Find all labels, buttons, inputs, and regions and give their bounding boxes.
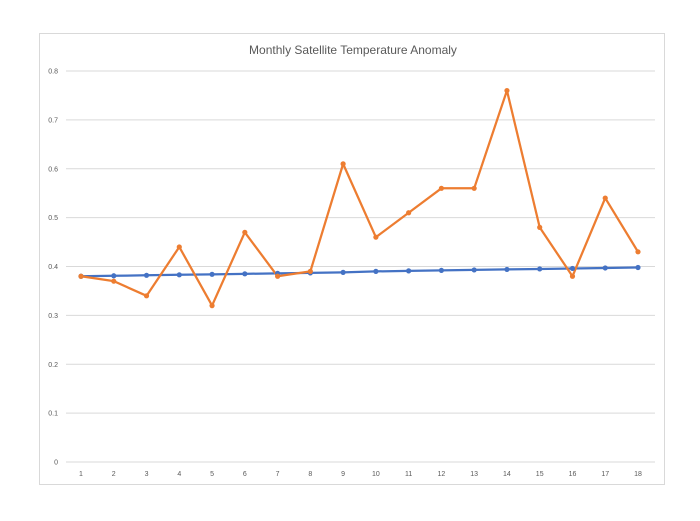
series-2-point	[569, 273, 576, 279]
x-tick-label: 3	[145, 471, 149, 478]
series-2-point	[274, 273, 281, 279]
x-tick-label: 11	[405, 471, 412, 478]
series-1-point	[569, 265, 576, 272]
x-tick-label: 8	[308, 471, 312, 478]
x-tick-label: 14	[503, 471, 511, 478]
x-tick-label: 10	[372, 471, 380, 478]
x-tick-label: 13	[470, 471, 478, 478]
plot-area: 00.10.20.30.40.50.60.70.81 2 3 4 5 6 7 8 9 10 11 12…	[48, 69, 655, 478]
y-tick-label: 0.1	[48, 411, 58, 418]
series-1-point	[176, 272, 182, 278]
series-1-point	[242, 271, 248, 277]
series-1-point	[209, 271, 215, 277]
series-2-point	[307, 268, 313, 274]
chart-area: Monthly Satellite Temperature Anomaly 0 0…	[39, 33, 665, 485]
series-2-point	[635, 249, 641, 255]
y-tick-label: 0.7	[48, 117, 58, 124]
series-1-point	[373, 268, 379, 274]
x-tick-label: 7	[276, 471, 280, 478]
y-tick-label: 0.3	[48, 313, 58, 320]
series-1-point	[504, 266, 510, 273]
series-1-point	[143, 272, 150, 278]
series-2-point	[209, 303, 215, 309]
y-tick-label: 0.8	[48, 69, 58, 76]
y-tick-label: 0.2	[48, 362, 58, 369]
x-tick-label: 18	[634, 471, 642, 478]
series-2-point	[471, 185, 477, 191]
y-tick-label: 0.6	[48, 166, 58, 173]
series-2-point	[373, 234, 379, 240]
x-tick-label: 15	[536, 471, 544, 478]
x-tick-label: 16	[569, 471, 577, 478]
series-1-point	[111, 273, 117, 279]
series-1-point	[406, 268, 412, 274]
series-1-point	[537, 266, 543, 272]
series-2-point	[78, 273, 84, 279]
series-2-point	[406, 210, 412, 216]
series-1-point	[635, 264, 641, 271]
x-tick-label: 2	[112, 471, 116, 478]
series-1-point	[438, 267, 445, 274]
x-tick-label: 1	[79, 471, 83, 478]
series-1-point	[602, 265, 608, 271]
series-1-line	[80, 266, 639, 278]
x-tick-label: 12	[438, 471, 446, 478]
series-2-point	[537, 224, 543, 230]
chart-title: Monthly Satellite Temperature Anomaly	[249, 43, 457, 57]
series-1-point	[340, 269, 346, 275]
series-2-point	[602, 195, 608, 201]
x-tick-label: 6	[243, 471, 247, 478]
series-2-point	[111, 278, 117, 284]
y-tick-label: 0	[54, 460, 58, 467]
x-tick-label: 9	[341, 471, 345, 478]
series-2-line	[80, 89, 639, 307]
series-2-point	[340, 161, 346, 167]
series-2-point	[143, 293, 150, 299]
series-2-point	[242, 229, 248, 235]
series-2-point	[504, 87, 510, 94]
y-tick-label: 0.5	[48, 215, 58, 222]
x-tick-label: 17	[601, 471, 609, 478]
x-tick-label: 4	[177, 471, 181, 478]
series-2-point	[438, 185, 445, 191]
x-tick-label: 5	[210, 471, 214, 478]
series-2-point	[176, 244, 182, 250]
series-1-point	[471, 267, 477, 273]
y-tick-label: 0.4	[48, 264, 58, 271]
